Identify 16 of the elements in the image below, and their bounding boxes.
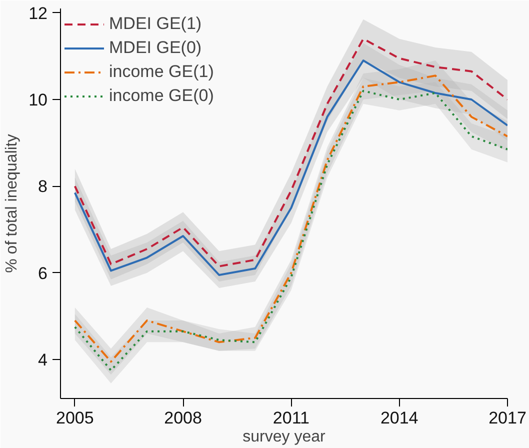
y-tick-label: 12 bbox=[28, 4, 48, 23]
y-tick-label: 6 bbox=[38, 264, 48, 283]
legend-label: income GE(0) bbox=[109, 85, 214, 107]
y-axis-title: % of total inequality bbox=[4, 134, 21, 273]
legend-label: MDEI GE(0) bbox=[109, 37, 202, 59]
y-tick-label: 8 bbox=[38, 177, 48, 196]
x-tick-label: 2005 bbox=[56, 408, 94, 428]
y-tick-label: 4 bbox=[38, 350, 48, 370]
x-axis-title: survey year bbox=[242, 428, 326, 446]
x-tick-label: 2014 bbox=[380, 408, 418, 428]
x-tick-label: 2017 bbox=[488, 408, 526, 428]
legend-label: MDEI GE(1) bbox=[109, 13, 202, 35]
legend-label: income GE(1) bbox=[109, 61, 214, 83]
y-tick-label: 10 bbox=[28, 90, 48, 110]
x-tick-label: 2008 bbox=[164, 408, 202, 428]
x-tick-label: 2011 bbox=[272, 408, 310, 428]
